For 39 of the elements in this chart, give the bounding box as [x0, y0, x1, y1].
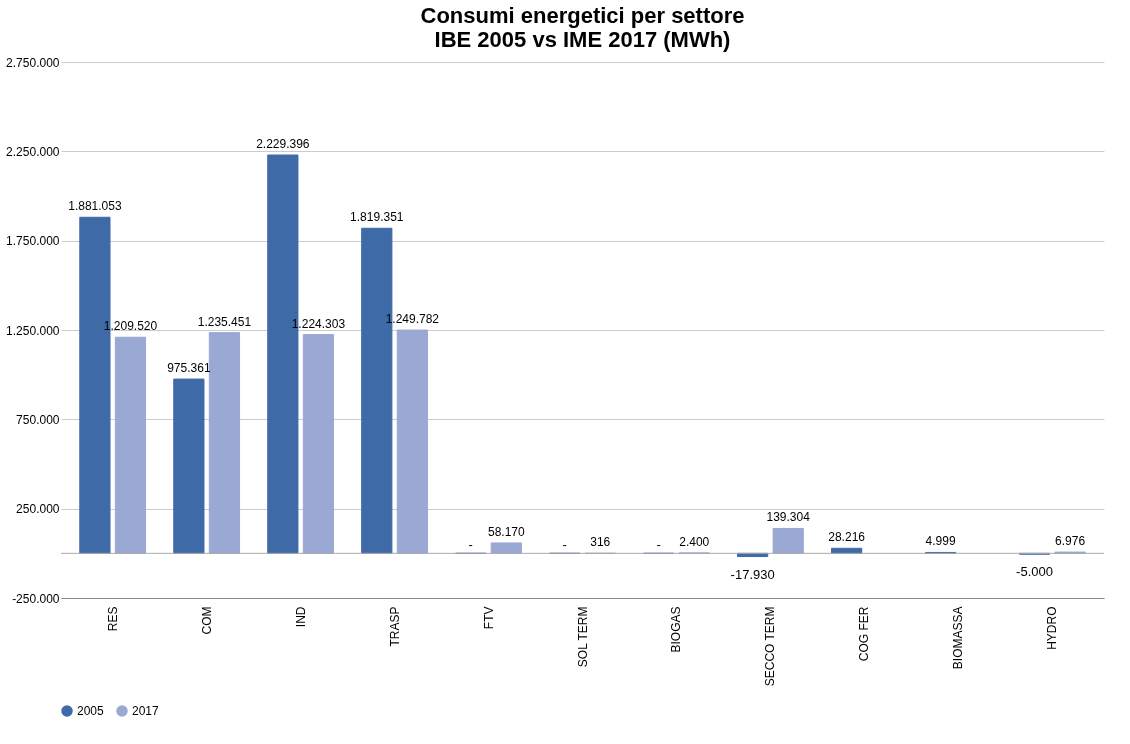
data-label: 975.361: [167, 361, 211, 376]
y-tick-label: 750.000: [16, 412, 60, 427]
y-tick-label: 1.250.000: [6, 323, 60, 338]
data-label: -: [562, 537, 567, 553]
legend-label: 2017: [132, 704, 160, 718]
x-tick-label: TRASP: [387, 606, 402, 647]
x-tick-label: SECCO TERM: [763, 606, 778, 687]
x-tick-label: BIOMASSA: [951, 606, 966, 670]
data-label: 1.881.053: [68, 199, 122, 214]
y-tick-label: -250.000: [12, 591, 60, 606]
x-tick-label: COM: [199, 606, 214, 635]
data-label: 6.976: [1055, 534, 1086, 549]
x-tick-label: FTV: [481, 606, 496, 630]
data-label: -5.000: [1016, 564, 1053, 580]
x-tick-label: RES: [105, 606, 120, 632]
text: IBE 2005 vs IME 2017 (MWh): [434, 27, 731, 52]
data-label: 1.819.351: [350, 210, 404, 225]
data-label: 4.999: [925, 534, 956, 549]
data-label: 2.229.396: [256, 137, 310, 152]
data-label: 1.235.451: [197, 314, 252, 329]
x-tick-label: BIOGAS: [669, 606, 684, 653]
y-tick-label: 2.750.000: [6, 55, 60, 70]
x-tick-label: HYDRO: [1045, 606, 1060, 650]
data-label: -17.930: [730, 566, 775, 582]
legend-label: 2005: [77, 704, 105, 718]
x-tick-label: COG FER: [857, 606, 872, 662]
y-tick-label: 1.750.000: [6, 234, 60, 249]
text: Consumi energetici per settore: [420, 3, 745, 28]
data-label: -: [468, 537, 473, 553]
x-tick-label: IND: [293, 606, 308, 628]
y-tick-label: 2.250.000: [6, 144, 60, 159]
data-label: 28.216: [828, 530, 866, 545]
data-label: 139.304: [766, 510, 811, 525]
data-label: -: [656, 537, 661, 553]
x-tick-label: SOL TERM: [575, 606, 590, 668]
data-label: 2.400: [679, 534, 710, 549]
data-label: 316: [590, 535, 611, 550]
y-tick-label: 250.000: [16, 502, 60, 517]
data-label: 58.170: [487, 524, 525, 539]
